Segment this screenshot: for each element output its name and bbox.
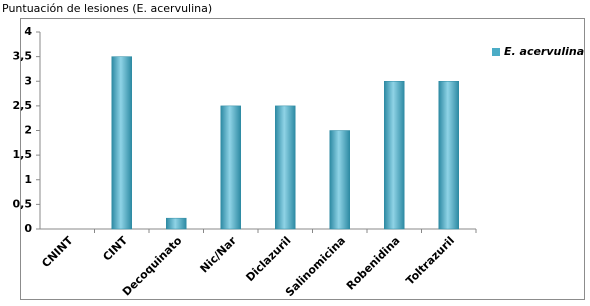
x-tick-label: Diclazuril [243,234,293,284]
bar [275,105,296,230]
y-tick-label: 3 [24,74,32,87]
chart-title: Puntuación de lesiones (E. acervulina) [2,2,212,15]
y-tick-label: 0 [24,222,32,235]
y-tick-label: 0,5 [13,197,33,210]
y-tick-label: 2 [24,124,32,137]
x-tick-label: CNINT [39,234,75,270]
x-tick-label: CINT [100,234,130,264]
bar [438,81,459,230]
bar [329,130,350,230]
x-tick-label: Robenidina [344,234,403,293]
x-tick-label: Nic/Nar [198,234,240,276]
y-tick-label: 1,5 [13,148,33,161]
chart-frame [20,18,585,300]
bar [111,56,132,230]
y-tick-label: 1 [24,173,32,186]
y-tick-label: 2,5 [13,99,33,112]
x-tick-label: Toltrazuril [403,234,457,288]
legend-swatch [492,48,500,56]
bar [220,105,241,230]
bar [166,217,187,230]
y-tick-label: 4 [24,25,32,38]
legend-label: E. acervulina [504,45,584,58]
y-tick-label: 3,5 [13,50,33,63]
bar [384,81,405,230]
